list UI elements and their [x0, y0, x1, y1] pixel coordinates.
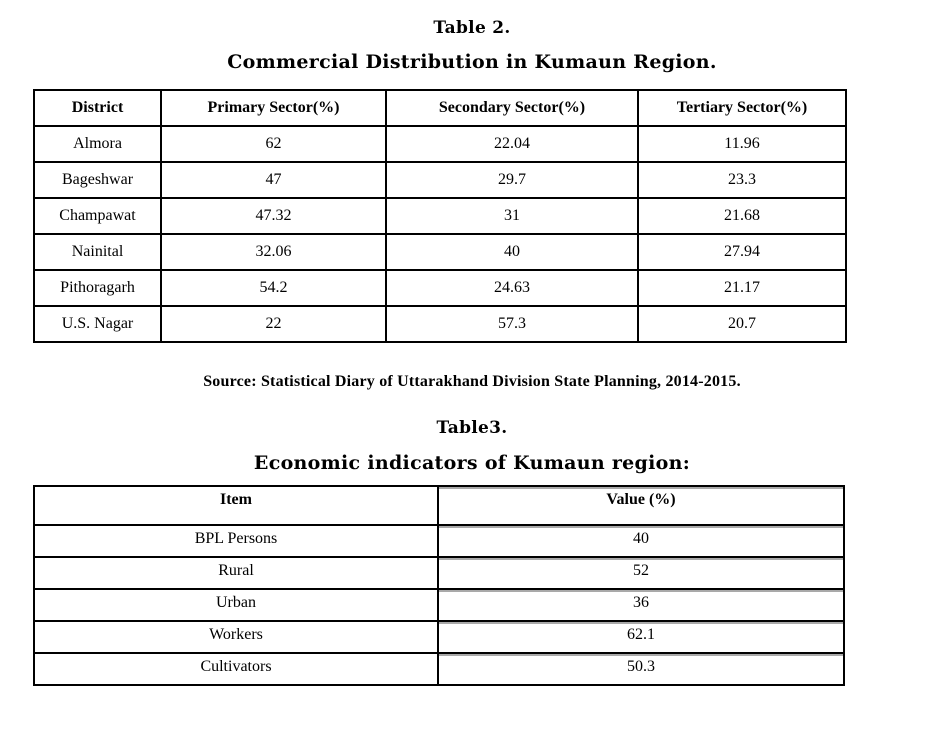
value-cell: 62.1 — [437, 620, 845, 654]
district-cell: U.S. Nagar — [33, 305, 162, 343]
tertiary-value-cell: 21.68 — [637, 197, 847, 235]
secondary-value-cell: 31 — [385, 197, 639, 235]
table3-caption-title: Economic indicators of Kumaun region: — [253, 452, 691, 474]
table-row: Bageshwar 47 29.7 23.3 — [33, 161, 847, 199]
tertiary-value-cell: 11.96 — [637, 125, 847, 163]
district-cell: Nainital — [33, 233, 162, 271]
tertiary-value-cell: 27.94 — [637, 233, 847, 271]
item-cell: Cultivators — [33, 652, 439, 686]
table-row: Urban 36 — [33, 588, 845, 622]
value-cell: 36 — [437, 588, 845, 622]
column-header-district: District — [33, 89, 162, 127]
value-cell: 50.3 — [437, 652, 845, 686]
table2-caption-title: Commercial Distribution in Kumaun Region… — [227, 51, 717, 73]
secondary-value-cell: 22.04 — [385, 125, 639, 163]
primary-value-cell: 47 — [160, 161, 387, 199]
primary-value-cell: 47.32 — [160, 197, 387, 235]
item-cell: BPL Persons — [33, 524, 439, 558]
table-header-row: District Primary Sector(%) Secondary Sec… — [33, 89, 847, 127]
primary-value-cell: 54.2 — [160, 269, 387, 307]
secondary-value-cell: 29.7 — [385, 161, 639, 199]
table2-caption-number: Table 2. — [433, 18, 511, 38]
column-header-item: Item — [33, 485, 439, 526]
table2-source-note: Source: Statistical Diary of Uttarakhand… — [203, 373, 741, 390]
table-row: Almora 62 22.04 11.96 — [33, 125, 847, 163]
table-row: Cultivators 50.3 — [33, 652, 845, 686]
secondary-value-cell: 40 — [385, 233, 639, 271]
tertiary-value-cell: 21.17 — [637, 269, 847, 307]
commercial-distribution-table: District Primary Sector(%) Secondary Sec… — [33, 89, 847, 343]
table-header-row: Item Value (%) — [33, 485, 845, 526]
column-header-primary-sector: Primary Sector(%) — [160, 89, 387, 127]
secondary-value-cell: 24.63 — [385, 269, 639, 307]
value-cell: 52 — [437, 556, 845, 590]
table-row: Pithoragarh 54.2 24.63 21.17 — [33, 269, 847, 307]
table-row: Champawat 47.32 31 21.68 — [33, 197, 847, 235]
secondary-value-cell: 57.3 — [385, 305, 639, 343]
item-cell: Rural — [33, 556, 439, 590]
table-row: U.S. Nagar 22 57.3 20.7 — [33, 305, 847, 343]
district-cell: Bageshwar — [33, 161, 162, 199]
tertiary-value-cell: 23.3 — [637, 161, 847, 199]
primary-value-cell: 22 — [160, 305, 387, 343]
table-row: Nainital 32.06 40 27.94 — [33, 233, 847, 271]
value-cell: 40 — [437, 524, 845, 558]
item-cell: Urban — [33, 588, 439, 622]
district-cell: Champawat — [33, 197, 162, 235]
economic-indicators-table: Item Value (%) BPL Persons 40 Rural 52 U… — [33, 485, 845, 686]
column-header-value: Value (%) — [437, 485, 845, 526]
district-cell: Pithoragarh — [33, 269, 162, 307]
primary-value-cell: 32.06 — [160, 233, 387, 271]
table-row: Workers 62.1 — [33, 620, 845, 654]
item-cell: Workers — [33, 620, 439, 654]
table-row: Rural 52 — [33, 556, 845, 590]
column-header-tertiary-sector: Tertiary Sector(%) — [637, 89, 847, 127]
column-header-secondary-sector: Secondary Sector(%) — [385, 89, 639, 127]
tertiary-value-cell: 20.7 — [637, 305, 847, 343]
table-row: BPL Persons 40 — [33, 524, 845, 558]
district-cell: Almora — [33, 125, 162, 163]
primary-value-cell: 62 — [160, 125, 387, 163]
table3-caption-number: Table3. — [436, 418, 508, 438]
